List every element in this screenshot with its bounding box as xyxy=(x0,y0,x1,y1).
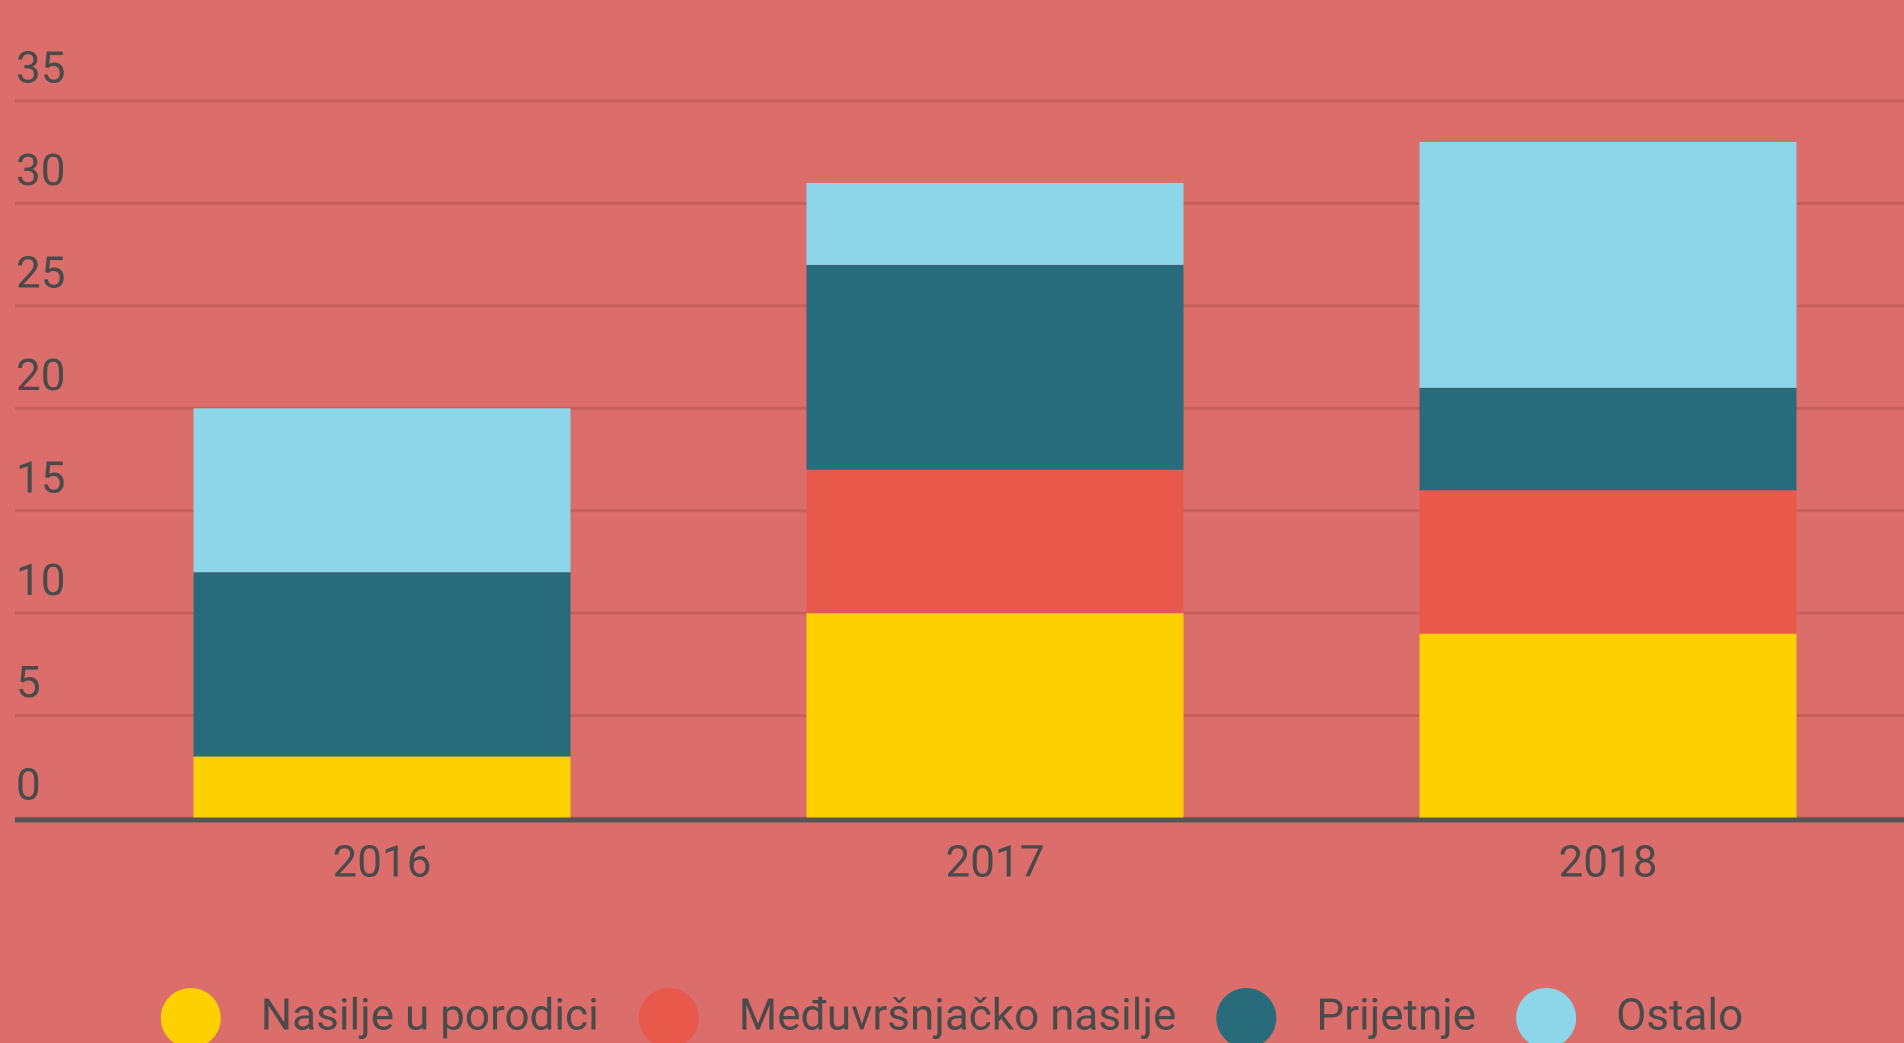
bar-segment xyxy=(193,572,571,757)
legend-label: Nasilje u porodici xyxy=(261,989,599,1041)
legend-marker xyxy=(160,988,221,1043)
x-tick-label: 2018 xyxy=(1559,836,1658,888)
bar-segment xyxy=(193,756,571,818)
legend-marker xyxy=(1516,988,1577,1043)
bar-segment xyxy=(806,182,1184,265)
legend-label: Ostalo xyxy=(1616,989,1743,1041)
legend-marker xyxy=(1216,988,1277,1043)
y-tick-label: 35 xyxy=(16,42,65,94)
x-tick-label: 2017 xyxy=(946,836,1045,888)
y-tick-label: 30 xyxy=(16,144,65,196)
y-tick-label: 10 xyxy=(16,554,65,606)
y-tick-label: 15 xyxy=(16,451,65,503)
legend-label: Prijetnje xyxy=(1316,989,1476,1041)
y-tick-label: 20 xyxy=(16,349,65,401)
legend-label: Međuvršnjačko nasilje xyxy=(739,989,1177,1041)
bar-segment xyxy=(1419,490,1797,634)
bar-segment xyxy=(1419,633,1797,818)
bar-segment xyxy=(193,408,571,573)
legend-marker xyxy=(638,988,699,1043)
bar-segment xyxy=(1419,387,1797,491)
bar-segment xyxy=(806,469,1184,614)
x-tick-label: 2016 xyxy=(333,836,432,888)
y-tick-label: 5 xyxy=(16,656,41,708)
y-tick-label: 25 xyxy=(16,246,65,298)
legend: Nasilje u porodici Međuvršnjačko nasilje P… xyxy=(160,988,1743,1043)
bar-segment xyxy=(806,613,1184,818)
bar-segment xyxy=(1419,141,1797,388)
bar-segment xyxy=(806,264,1184,470)
y-tick-label: 0 xyxy=(16,759,41,811)
